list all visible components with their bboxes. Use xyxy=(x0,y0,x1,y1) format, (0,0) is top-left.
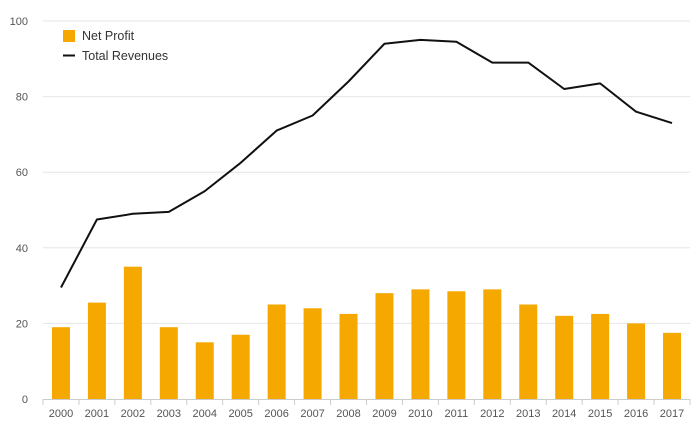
line-total-revenues xyxy=(60,38,673,288)
x-tick-label-2010: 2010 xyxy=(408,408,432,420)
x-tick-label-2012: 2012 xyxy=(480,408,504,420)
x-tick-label-2002: 2002 xyxy=(121,408,145,420)
y-tick-label-60: 60 xyxy=(16,167,28,179)
legend-swatch-net-profit xyxy=(63,30,75,42)
x-tick-label-2001: 2001 xyxy=(85,408,109,420)
bar-2010 xyxy=(411,289,430,399)
bar-2013 xyxy=(519,304,538,399)
x-tick-label-2000: 2000 xyxy=(49,408,73,420)
bar-2003 xyxy=(159,327,178,399)
y-tick-label-100: 100 xyxy=(10,16,28,28)
x-tick-label-2016: 2016 xyxy=(624,408,648,420)
bar-2017 xyxy=(663,332,682,399)
bar-2006 xyxy=(267,304,286,399)
x-axis: 2000 2001 2002 2003 2004 2005 2006 2007 2008 2009… xyxy=(42,399,691,420)
x-tick-label-2003: 2003 xyxy=(157,408,181,420)
x-tick-label-2013: 2013 xyxy=(516,408,540,420)
x-tick-label-2005: 2005 xyxy=(228,408,252,420)
bar-2002 xyxy=(123,266,142,399)
x-tick-label-2011: 2011 xyxy=(445,408,469,420)
x-tick-label-2006: 2006 xyxy=(264,408,288,420)
bar-2011 xyxy=(447,291,466,399)
bar-2001 xyxy=(87,302,106,399)
bar-2008 xyxy=(339,313,358,399)
y-tick-label-40: 40 xyxy=(16,243,28,255)
bar-2009 xyxy=(375,293,394,399)
bar-2005 xyxy=(231,334,250,399)
bar-2015 xyxy=(591,313,610,399)
bar-2012 xyxy=(483,289,502,399)
y-tick-label-80: 80 xyxy=(16,92,28,104)
x-tick-label-2015: 2015 xyxy=(588,408,612,420)
x-tick-label-2004: 2004 xyxy=(193,408,217,420)
bar-2014 xyxy=(555,315,574,399)
bar-2016 xyxy=(627,323,646,399)
x-tick-label-2014: 2014 xyxy=(552,408,576,420)
legend-label-total-revenues: Total Revenues xyxy=(82,49,168,63)
bar-2004 xyxy=(195,342,214,399)
x-tick-label-2017: 2017 xyxy=(660,408,684,420)
gridlines xyxy=(43,20,690,324)
net-profit-bars xyxy=(51,266,682,399)
x-tick-label-2008: 2008 xyxy=(336,408,360,420)
x-tick-label-2007: 2007 xyxy=(300,408,324,420)
legend: Net Profit Total Revenues xyxy=(63,29,168,63)
x-tick-label-2009: 2009 xyxy=(372,408,396,420)
bar-2007 xyxy=(303,308,322,399)
legend-label-net-profit: Net Profit xyxy=(82,29,135,43)
y-axis-tick-labels: 0 20 40 60 80 100 xyxy=(10,16,28,406)
bar-2000 xyxy=(51,327,70,399)
y-tick-label-0: 0 xyxy=(22,394,28,406)
total-revenues-line xyxy=(60,38,673,288)
y-tick-label-20: 20 xyxy=(16,318,28,330)
